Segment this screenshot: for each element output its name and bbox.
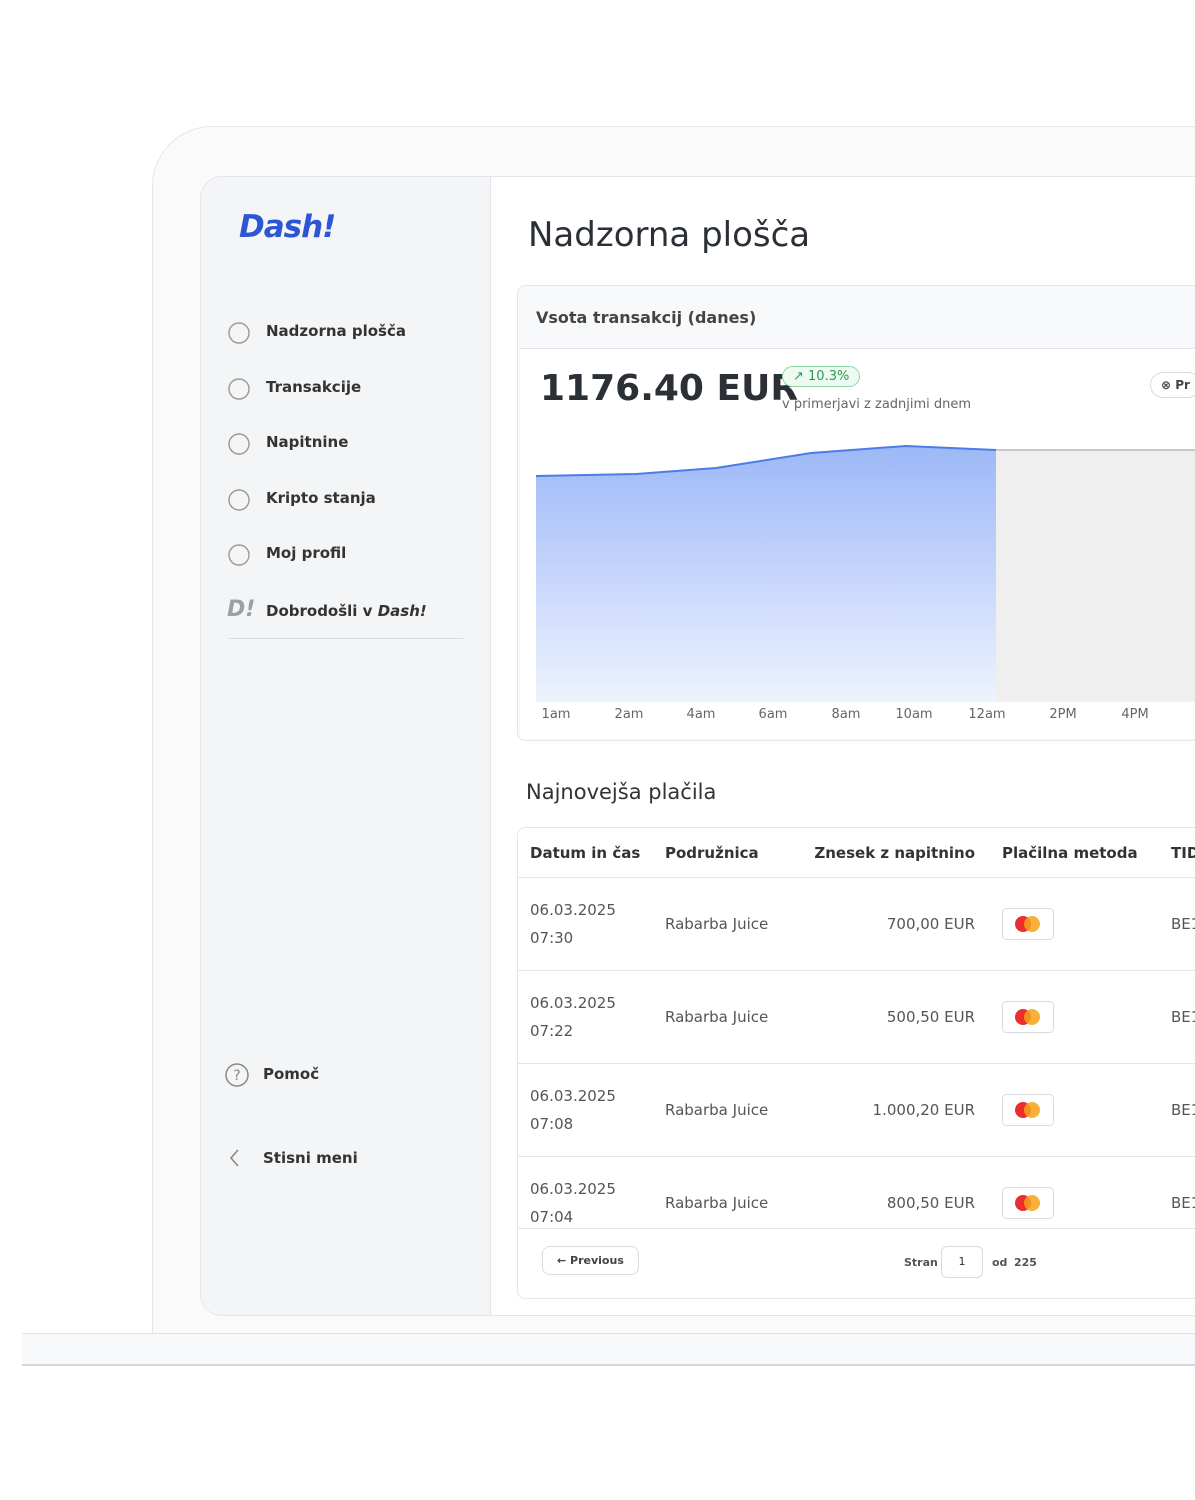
row-tid: BE1	[1171, 915, 1195, 933]
brand: Dash!	[239, 209, 336, 245]
previous-text: Previous	[570, 1254, 624, 1267]
row-line	[518, 1063, 1195, 1064]
row-tid: BE1	[1171, 1008, 1195, 1026]
payments-title: Najnovejša plačila	[526, 780, 717, 804]
x-tick-label: 12am	[968, 707, 1005, 722]
of-label: od	[992, 1256, 1008, 1269]
previous-button[interactable]: ← Previous	[542, 1246, 639, 1275]
help-icon: ?	[225, 1063, 249, 1087]
line	[535, 444, 997, 477]
row-branch: Rabarba Juice	[665, 1008, 769, 1026]
x-tick-label: 2PM	[1049, 707, 1076, 722]
nav-item[interactable]: Nadzorna plošča	[266, 322, 406, 340]
card-icon	[1002, 1094, 1054, 1126]
row-amount: 1.000,20 EUR	[872, 1101, 975, 1119]
area	[536, 446, 996, 702]
help-link[interactable]: Pomoč	[263, 1065, 320, 1083]
row-tid: BE1	[1171, 1101, 1195, 1119]
nav-icon	[228, 433, 250, 455]
nav-icon	[228, 544, 250, 566]
x-tick-label: 8am	[832, 707, 861, 722]
welcome-link[interactable]: Dobrodošli v Dash!	[266, 602, 427, 620]
compare: v primerjavi z zadnjimi dnem	[782, 397, 972, 412]
collapse-icon	[229, 1149, 239, 1167]
card-icon	[1002, 908, 1054, 940]
icon-shape	[228, 433, 250, 455]
header-line	[518, 877, 1195, 878]
card-orange	[1024, 916, 1040, 932]
row-branch: Rabarba Juice	[665, 1101, 769, 1119]
card-orange	[1024, 1102, 1040, 1118]
row-date: 06.03.2025	[530, 1180, 616, 1198]
x-tick-label: 10am	[895, 707, 932, 722]
x-tick-label: 4PM	[1121, 707, 1148, 722]
row-date: 06.03.2025	[530, 994, 616, 1012]
row-branch: Rabarba Juice	[665, 915, 769, 933]
row-line	[518, 1156, 1195, 1157]
row-time: 07:08	[530, 1115, 574, 1133]
row-date: 06.03.2025	[530, 1087, 616, 1105]
icon-shape	[228, 488, 250, 511]
chart: 1am 2am 4am 6am 8am 10am 12am 2PM 4PM	[535, 444, 1195, 722]
page-input[interactable]: 1	[941, 1246, 983, 1278]
welcome-icon: D!	[227, 597, 256, 622]
x-tick-label: 1am	[542, 707, 571, 722]
page-label: Stran	[904, 1256, 938, 1269]
nav-icon	[228, 488, 250, 511]
row-line	[518, 970, 1195, 971]
card-orange	[1024, 1195, 1040, 1211]
row-amount: 500,50 EUR	[886, 1008, 975, 1026]
page-total: 225	[1014, 1256, 1037, 1269]
card-icon	[1002, 1187, 1054, 1219]
icon-shape	[228, 544, 250, 566]
x-tick-label: 6am	[759, 707, 788, 722]
page-title: Nadzorna plošča	[528, 215, 811, 255]
nav-icon	[228, 322, 250, 344]
row-time: 07:04	[530, 1208, 574, 1226]
row-time: 07:22	[530, 1022, 574, 1040]
column-header: Podružnica	[665, 844, 759, 862]
column-header: Plačilna metoda	[1002, 844, 1138, 862]
change-badge: ↗ 10.3%	[782, 366, 861, 387]
total: 1176.40 EUR	[540, 368, 799, 409]
filter-text: Pr	[1175, 378, 1190, 392]
x-tick-label: 2am	[615, 707, 644, 722]
row-time: 07:30	[530, 929, 574, 947]
icon-shape	[228, 377, 250, 400]
row-amount: 800,50 EUR	[886, 1194, 975, 1212]
screen: Dash! Nadzorna plošča Transakcije Napitnin…	[200, 176, 1195, 1316]
divider	[229, 638, 463, 639]
icon-shape	[228, 322, 250, 344]
card-title: Vsota transakcij (danes)	[536, 308, 757, 327]
column-header: Znesek z napitnino	[814, 844, 975, 862]
future-area	[996, 450, 1195, 702]
sidebar: Dash! Nadzorna plošča Transakcije Napitnin…	[201, 177, 491, 1315]
payments-table: Datum in čas Podružnica Znesek z napitnino…	[517, 827, 1195, 1299]
chart-card: Vsota transakcij (danes) 1176.40 EUR ↗ 1…	[517, 285, 1195, 741]
column-header: Datum in čas	[530, 844, 641, 862]
nav-item[interactable]: Moj profil	[266, 544, 347, 562]
row-branch: Rabarba Juice	[665, 1194, 769, 1212]
svg-text:?: ?	[233, 1068, 240, 1084]
row-date: 06.03.2025	[530, 901, 616, 919]
table-footer-line	[518, 1228, 1195, 1229]
row-tid: BE1	[1171, 1194, 1195, 1212]
card-orange	[1024, 1009, 1040, 1025]
welcome-brand: Dash!	[377, 602, 427, 620]
nav-icon	[228, 377, 250, 400]
change: 10.3%	[808, 369, 850, 384]
filter-button[interactable]: ⊗ Pr	[1150, 372, 1195, 398]
laptop-base	[22, 1333, 1195, 1366]
nav-item[interactable]: Transakcije	[266, 377, 362, 396]
nav-item[interactable]: Kripto stanja	[266, 488, 376, 507]
collapse-link[interactable]: Stisni meni	[263, 1149, 358, 1167]
column-header: TID	[1171, 844, 1195, 862]
welcome-text: Dobrodošli v	[266, 602, 373, 620]
x-tick-label: 4am	[687, 707, 716, 722]
row-amount: 700,00 EUR	[886, 915, 975, 933]
card-icon	[1002, 1001, 1054, 1033]
nav-item[interactable]: Napitnine	[266, 433, 349, 451]
